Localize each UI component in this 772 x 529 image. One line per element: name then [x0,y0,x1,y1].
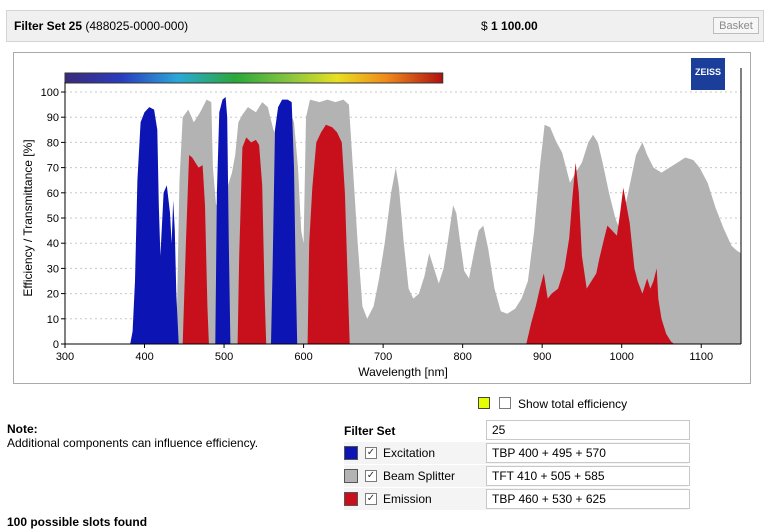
x-tick-label: 400 [135,351,153,363]
emission-label: Emission [383,492,432,506]
x-tick-label: 600 [294,351,312,363]
y-axis-label: Efficiency / Transmittance [%] [21,139,35,296]
x-tick-label: 300 [56,351,74,363]
x-tick-label: 700 [374,351,392,363]
beam-splitter-checkbox[interactable]: ✓ [365,470,377,482]
x-axis-label: Wavelength [nm] [358,365,448,379]
filter-set-header: Filter Set 25 (488025-0000-000) $ 1 100.… [6,10,764,42]
filter-set-part-number: (488025-0000-000) [82,19,189,33]
excitation-label: Excitation [383,446,436,460]
emission-field[interactable]: TBP 460 + 530 + 625 [486,489,690,509]
show-total-efficiency-label: Show total efficiency [518,397,628,411]
component-row-beam-splitter: ✓ Beam Splitter [344,466,488,486]
emission-checkbox[interactable]: ✓ [365,493,377,505]
x-tick-label: 900 [533,351,551,363]
series-area-emission [182,124,675,344]
beam-splitter-label: Beam Splitter [383,469,456,483]
excitation-swatch [344,446,358,460]
filter-set-name: Filter Set 25 [14,19,83,33]
show-total-efficiency-checkbox[interactable] [499,397,511,409]
zeiss-logo: ZEISS [691,58,725,90]
excitation-field[interactable]: TBP 400 + 495 + 570 [486,443,690,463]
y-tick-label: 0 [53,339,59,351]
y-tick-label: 90 [47,112,59,124]
y-tick-label: 20 [47,289,59,301]
price: $ 1 100.00 [481,19,538,33]
y-tick-label: 70 [47,163,59,175]
y-tick-label: 10 [47,314,59,326]
y-tick-label: 30 [47,263,59,275]
filter-set-title: Filter Set 25 (488025-0000-000) [14,19,188,33]
slots-found-text: 100 possible slots found [7,515,148,529]
x-tick-label: 800 [453,351,471,363]
price-value: 1 100.00 [491,19,538,33]
beam-splitter-field[interactable]: TFT 410 + 505 + 585 [486,466,690,486]
spectrum-color-bar [64,72,444,84]
y-tick-label: 60 [47,188,59,200]
spectrum-chart-svg: 0 10 20 30 40 50 60 70 80 90 100 300 400 500 600 700 800… [21,68,742,379]
y-tick-label: 100 [41,87,59,99]
series-area-excitation [130,97,298,344]
emission-swatch [344,492,358,506]
filter-set-field[interactable]: 25 [486,420,690,440]
x-tick-label: 1000 [609,351,633,363]
beam-splitter-swatch [344,469,358,483]
price-prefix: $ [481,19,492,33]
y-tick-label: 50 [47,213,59,225]
y-tick-label: 80 [47,137,59,149]
y-tick-label: 40 [47,238,59,250]
total-efficiency-swatch [478,397,490,409]
note: Note: Additional components can influenc… [7,422,258,450]
excitation-checkbox[interactable]: ✓ [365,447,377,459]
component-row-emission: ✓ Emission [344,489,488,509]
basket-button[interactable]: Basket [713,17,759,34]
note-text: Additional components can influence effi… [7,436,259,450]
x-tick-label: 500 [215,351,233,363]
note-title: Note: [7,422,38,436]
spectrum-chart: 0 10 20 30 40 50 60 70 80 90 100 300 400 500 600 700 800… [13,52,751,384]
filter-set-label: Filter Set [344,424,396,438]
component-row-excitation: ✓ Excitation [344,443,488,463]
x-tick-label: 1100 [689,351,713,363]
